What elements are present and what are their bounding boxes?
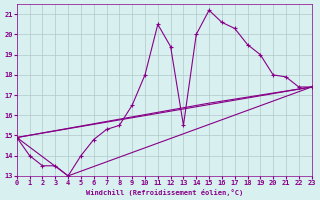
X-axis label: Windchill (Refroidissement éolien,°C): Windchill (Refroidissement éolien,°C) xyxy=(85,189,243,196)
